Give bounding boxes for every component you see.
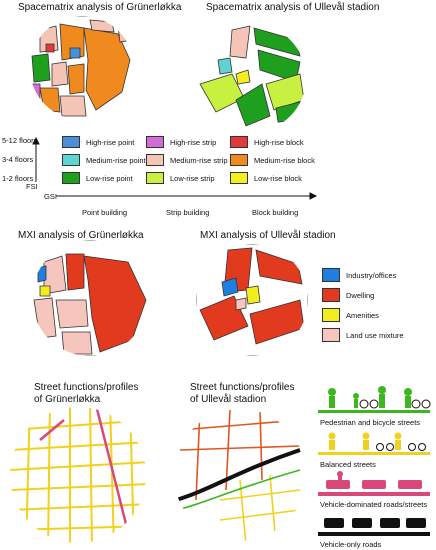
vehicle-dominated-street-icon (318, 471, 430, 496)
legend-label-low-rise-block: Low-rise block (254, 174, 302, 183)
legend-label-industry: Industry/offices (346, 271, 397, 280)
legend-swatch-dwelling (322, 288, 340, 302)
gsi-axis (56, 192, 318, 200)
streets-right-title-1: Street functions/profiles (190, 382, 295, 393)
streets-left-title-2: of Grünerløkka (34, 394, 101, 405)
legend-label-land-use-mixture: Land use mixture (346, 331, 404, 340)
fsi-axis (32, 136, 40, 182)
streets-right-title-2: of Ullevål stadion (190, 394, 267, 405)
legend-label-low-rise-strip: Low-rise strip (170, 174, 215, 183)
legend-swatch-high-rise-strip (146, 136, 164, 148)
legend-label-high-rise-strip: High-rise strip (170, 138, 217, 147)
legend-label-medium-rise-strip: Medium-rise strip (170, 156, 228, 165)
gsi-axis-label: GSI (44, 192, 57, 201)
street-legend-vehicle-only: Vehicle-only roads (320, 540, 382, 549)
legend-swatch-medium-rise-block (230, 154, 248, 166)
legend-swatch-medium-rise-point (62, 154, 80, 166)
spacematrix-left-title: Spacematrix analysis of Grünerløkka (18, 2, 182, 13)
legend-swatch-low-rise-point (62, 172, 80, 184)
mxi-left-title: MXI analysis of Grünerløkka (18, 230, 144, 241)
legend-label-high-rise-point: High-rise point (86, 138, 135, 147)
spacematrix-right-title: Spacematrix analysis of Ullevål stadion (206, 2, 380, 13)
street-legend-pedestrian: Pedestrian and bicycle streets (320, 418, 421, 427)
legend-label-dwelling: Dwelling (346, 291, 375, 300)
legend-swatch-land-use-mixture (322, 328, 340, 342)
balanced-street-icon (318, 432, 430, 455)
legend-label-low-rise-point: Low-rise point (86, 174, 133, 183)
legend-swatch-amenities (322, 308, 340, 322)
street-map-grunerlokka (10, 407, 146, 543)
column-strip: Strip building (166, 208, 210, 217)
legend-label-medium-rise-block: Medium-rise block (254, 156, 315, 165)
street-legend-balanced: Balanced streets (320, 460, 376, 469)
spacematrix-ullevaal-map (198, 24, 306, 132)
column-point: Point building (82, 208, 128, 217)
legend-swatch-low-rise-strip (146, 172, 164, 184)
legend-label-amenities: Amenities (346, 311, 379, 320)
floors-label-high: 5-12 floors (2, 136, 38, 145)
mxi-grunerlokka-map (32, 240, 148, 356)
legend-label-medium-rise-point: Medium-rise point (86, 156, 146, 165)
floors-label-low: 1-2 floors (2, 174, 34, 183)
spacematrix-grunerlokka-map (30, 16, 134, 120)
legend-label-high-rise-block: High-rise block (254, 138, 304, 147)
street-map-ullevaal (175, 409, 301, 541)
legend-swatch-high-rise-point (62, 136, 80, 148)
pedestrian-street-icon (318, 386, 431, 413)
legend-swatch-high-rise-block (230, 136, 248, 148)
floors-label-medium: 3-4 floors (2, 155, 34, 164)
fsi-axis-label: FSI (26, 182, 38, 191)
mxi-ullevaal-map (196, 244, 308, 356)
street-legend-vehicle-dominated: Vehicle-dominated roads/streets (320, 500, 428, 509)
mxi-right-title: MXI analysis of Ullevål stadion (200, 230, 336, 241)
vehicle-only-road-icon (318, 518, 430, 536)
legend-swatch-industry (322, 268, 340, 282)
streets-left-title-1: Street functions/profiles (34, 382, 139, 393)
legend-swatch-medium-rise-strip (146, 154, 164, 166)
legend-swatch-low-rise-block (230, 172, 248, 184)
column-block: Block building (252, 208, 299, 217)
